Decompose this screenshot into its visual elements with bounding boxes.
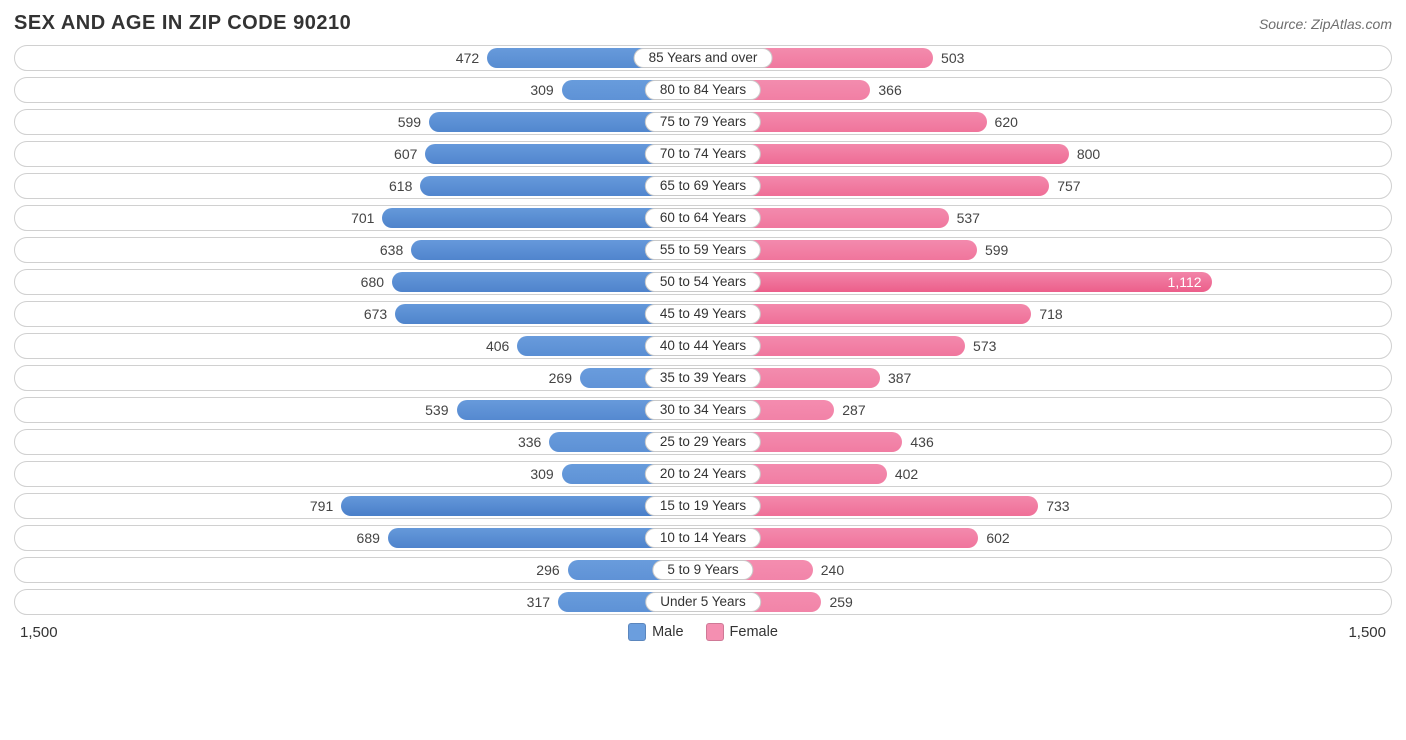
male-value: 539: [425, 400, 456, 420]
age-category-label: 45 to 49 Years: [645, 304, 761, 324]
chart-row: 689 602 10 to 14 Years: [14, 525, 1392, 551]
chart-row: 599 620 75 to 79 Years: [14, 109, 1392, 135]
legend-male: Male: [628, 623, 683, 641]
age-category-label: 55 to 59 Years: [645, 240, 761, 260]
female-value: 240: [813, 560, 844, 580]
female-value: 387: [880, 368, 911, 388]
age-category-label: 30 to 34 Years: [645, 400, 761, 420]
legend-female: Female: [706, 623, 778, 641]
male-value: 309: [530, 464, 561, 484]
legend-female-label: Female: [730, 624, 778, 640]
female-value: 287: [834, 400, 865, 420]
chart-row: 406 573 40 to 44 Years: [14, 333, 1392, 359]
female-value: 259: [821, 592, 852, 612]
chart-row: 309 366 80 to 84 Years: [14, 77, 1392, 103]
age-category-label: Under 5 Years: [645, 592, 761, 612]
chart-row: 269 387 35 to 39 Years: [14, 365, 1392, 391]
chart-row: 539 287 30 to 34 Years: [14, 397, 1392, 423]
female-value: 718: [1031, 304, 1062, 324]
age-category-label: 25 to 29 Years: [645, 432, 761, 452]
male-value: 701: [351, 208, 382, 228]
male-value: 638: [380, 240, 411, 260]
female-value: 757: [1049, 176, 1080, 196]
chart-row: 607 800 70 to 74 Years: [14, 141, 1392, 167]
male-value: 406: [486, 336, 517, 356]
female-value: 733: [1038, 496, 1069, 516]
chart-row: 296 240 5 to 9 Years: [14, 557, 1392, 583]
chart-title: SEX AND AGE IN ZIP CODE 90210: [14, 12, 351, 35]
female-value: 599: [977, 240, 1008, 260]
female-value: 402: [887, 464, 918, 484]
female-value: 1,112: [703, 272, 1212, 292]
legend: Male Female: [628, 623, 778, 641]
axis-max-left: 1,500: [20, 624, 58, 641]
chart-row: 336 436 25 to 29 Years: [14, 429, 1392, 455]
male-value: 680: [361, 272, 392, 292]
male-swatch-icon: [628, 623, 646, 641]
age-category-label: 85 Years and over: [634, 48, 773, 68]
age-category-label: 10 to 14 Years: [645, 528, 761, 548]
female-value: 800: [1069, 144, 1100, 164]
age-category-label: 5 to 9 Years: [652, 560, 753, 580]
male-value: 791: [310, 496, 341, 516]
male-value: 673: [364, 304, 395, 324]
male-value: 317: [527, 592, 558, 612]
age-category-label: 60 to 64 Years: [645, 208, 761, 228]
female-value: 620: [987, 112, 1018, 132]
age-category-label: 70 to 74 Years: [645, 144, 761, 164]
male-value: 607: [394, 144, 425, 164]
male-value: 599: [398, 112, 429, 132]
legend-male-label: Male: [652, 624, 683, 640]
female-value: 436: [902, 432, 933, 452]
population-pyramid-chart: 472 503 85 Years and over 309 366 80 to 84 Ye…: [14, 45, 1392, 615]
age-category-label: 40 to 44 Years: [645, 336, 761, 356]
male-value: 296: [536, 560, 567, 580]
female-value: 366: [870, 80, 901, 100]
male-value: 689: [357, 528, 388, 548]
age-category-label: 15 to 19 Years: [645, 496, 761, 516]
female-swatch-icon: [706, 623, 724, 641]
age-category-label: 75 to 79 Years: [645, 112, 761, 132]
female-value: 503: [933, 48, 964, 68]
chart-row: 680 1,11250 to 54 Years: [14, 269, 1392, 295]
chart-row: 638 599 55 to 59 Years: [14, 237, 1392, 263]
male-value: 269: [549, 368, 580, 388]
chart-row: 791 733 15 to 19 Years: [14, 493, 1392, 519]
age-category-label: 80 to 84 Years: [645, 80, 761, 100]
age-category-label: 20 to 24 Years: [645, 464, 761, 484]
age-category-label: 50 to 54 Years: [645, 272, 761, 292]
chart-source: Source: ZipAtlas.com: [1259, 16, 1392, 32]
age-category-label: 35 to 39 Years: [645, 368, 761, 388]
chart-row: 472 503 85 Years and over: [14, 45, 1392, 71]
female-value: 537: [949, 208, 980, 228]
chart-row: 618 757 65 to 69 Years: [14, 173, 1392, 199]
axis-max-right: 1,500: [1348, 624, 1386, 641]
male-value: 618: [389, 176, 420, 196]
chart-row: 317 259 Under 5 Years: [14, 589, 1392, 615]
chart-row: 673 718 45 to 49 Years: [14, 301, 1392, 327]
chart-row: 309 402 20 to 24 Years: [14, 461, 1392, 487]
female-value: 602: [978, 528, 1009, 548]
male-value: 472: [456, 48, 487, 68]
male-value: 336: [518, 432, 549, 452]
female-value: 573: [965, 336, 996, 356]
chart-row: 701 537 60 to 64 Years: [14, 205, 1392, 231]
male-value: 309: [530, 80, 561, 100]
age-category-label: 65 to 69 Years: [645, 176, 761, 196]
